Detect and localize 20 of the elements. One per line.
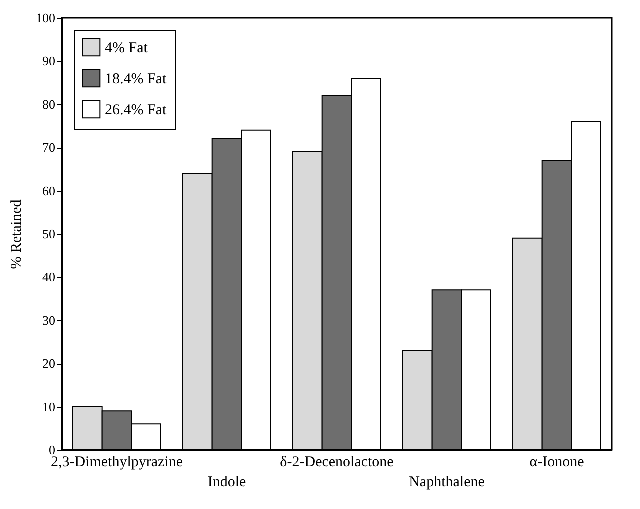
y-tick-label: 0 bbox=[49, 442, 56, 458]
y-axis-title: % Retained bbox=[9, 199, 25, 270]
y-tick-label: 20 bbox=[42, 356, 56, 372]
y-tick-label: 40 bbox=[42, 270, 56, 285]
y-tick-label: 90 bbox=[42, 54, 56, 69]
x-tick-label: δ-2-Decenolactone bbox=[280, 454, 394, 470]
y-tick-label: 100 bbox=[36, 10, 56, 26]
x-tick-label: Indole bbox=[208, 474, 246, 490]
x-tick-label: Naphthalene bbox=[409, 474, 486, 490]
y-tick-label: 70 bbox=[42, 140, 56, 156]
x-tick-label: 2,3-Dimethylpyrazine bbox=[50, 454, 184, 470]
x-tick-label: α-Ionone bbox=[530, 454, 585, 470]
y-tick-label: 30 bbox=[42, 312, 56, 328]
y-tick-label: 10 bbox=[42, 399, 56, 414]
legend-label: 18.4% Fat bbox=[105, 72, 168, 88]
y-tick-label: 80 bbox=[42, 96, 56, 112]
y-tick-label: 60 bbox=[42, 183, 56, 198]
legend-label: 4% Fat bbox=[105, 40, 149, 56]
y-tick-label: 50 bbox=[42, 226, 56, 242]
legend-label: 26.4% Fat bbox=[105, 102, 168, 118]
